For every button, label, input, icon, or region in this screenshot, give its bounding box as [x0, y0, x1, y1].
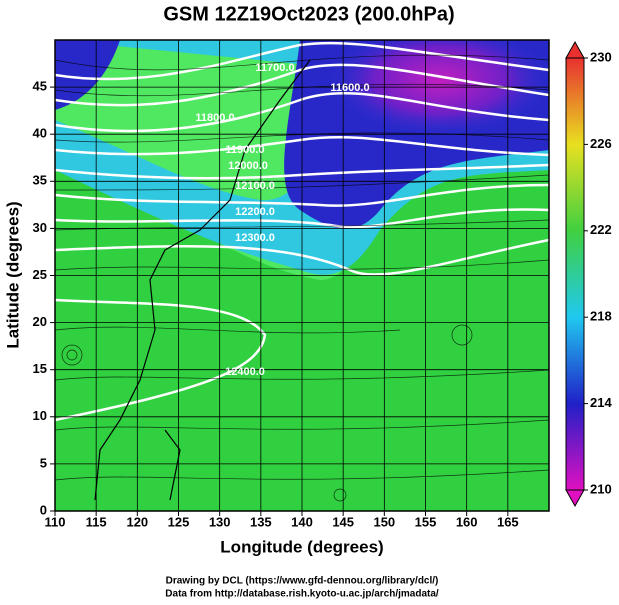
footer-line: Drawing by DCL (https://www.gfd-dennou.o… — [166, 576, 439, 587]
y-tick-label: 20 — [33, 314, 47, 329]
coastline — [94, 59, 311, 501]
colorbar-tick-label: 214 — [590, 395, 612, 410]
contour-label: 12000.0 — [228, 160, 268, 172]
x-tick-label: 165 — [497, 514, 519, 529]
x-tick-label: 160 — [456, 514, 478, 529]
y-tick-label: 25 — [33, 267, 47, 282]
y-tick-label: 45 — [33, 79, 47, 94]
colorbar — [565, 57, 585, 491]
contour-label: 11700.0 — [255, 62, 294, 74]
x-tick-label: 125 — [168, 514, 190, 529]
x-tick-label: 140 — [291, 514, 313, 529]
y-tick-label: 10 — [33, 408, 47, 423]
x-tick-label: 135 — [250, 514, 272, 529]
colorbar-tick-label: 210 — [590, 481, 612, 496]
x-tick-label: 155 — [415, 514, 437, 529]
y-tick-label: 0 — [40, 502, 47, 517]
footer-line: Data from http://database.rish.kyoto-u.a… — [165, 589, 439, 600]
contour-label: 12100.0 — [235, 180, 275, 192]
streamlines — [55, 54, 549, 502]
contour-label: 11800.0 — [195, 112, 234, 124]
x-tick-label: 145 — [332, 514, 354, 529]
contours — [55, 41, 549, 422]
colorbar-tick-label: 218 — [590, 309, 612, 324]
colorbar-bottom-arrow — [565, 489, 585, 508]
contour-label: 12300.0 — [235, 232, 275, 244]
x-tick-label: 115 — [86, 514, 107, 529]
field-purple — [330, 40, 549, 135]
y-tick-label: 30 — [33, 220, 47, 235]
contour-label: 12200.0 — [235, 206, 275, 218]
y-tick-label: 5 — [40, 455, 47, 470]
contour-label: 11600.0 — [330, 82, 369, 94]
y-axis-label: Latitude (degrees) — [3, 201, 22, 348]
y-tick-label: 15 — [33, 361, 47, 376]
x-tick-label: 120 — [126, 514, 148, 529]
contour-label: 12400.0 — [225, 366, 265, 378]
x-tick-label: 150 — [373, 514, 395, 529]
x-tick-label: 130 — [209, 514, 231, 529]
field: 11600.0 11700.0 11800.0 11900.0 12000.0 12100… — [55, 40, 549, 511]
contour-label: 11900.0 — [225, 144, 264, 156]
y-tick-label: 35 — [33, 173, 47, 188]
chart-title: GSM 12Z19Oct2023 (200.0hPa) — [163, 3, 454, 25]
colorbar-tick-label: 230 — [590, 49, 612, 64]
colorbar-top-arrow — [565, 40, 585, 59]
colorbar-tick-label: 226 — [590, 136, 612, 151]
x-tick-label: 110 — [45, 514, 66, 529]
y-tick-label: 40 — [33, 126, 47, 141]
x-axis-label: Longitude (degrees) — [220, 537, 383, 556]
colorbar-tick-label: 222 — [590, 222, 612, 237]
